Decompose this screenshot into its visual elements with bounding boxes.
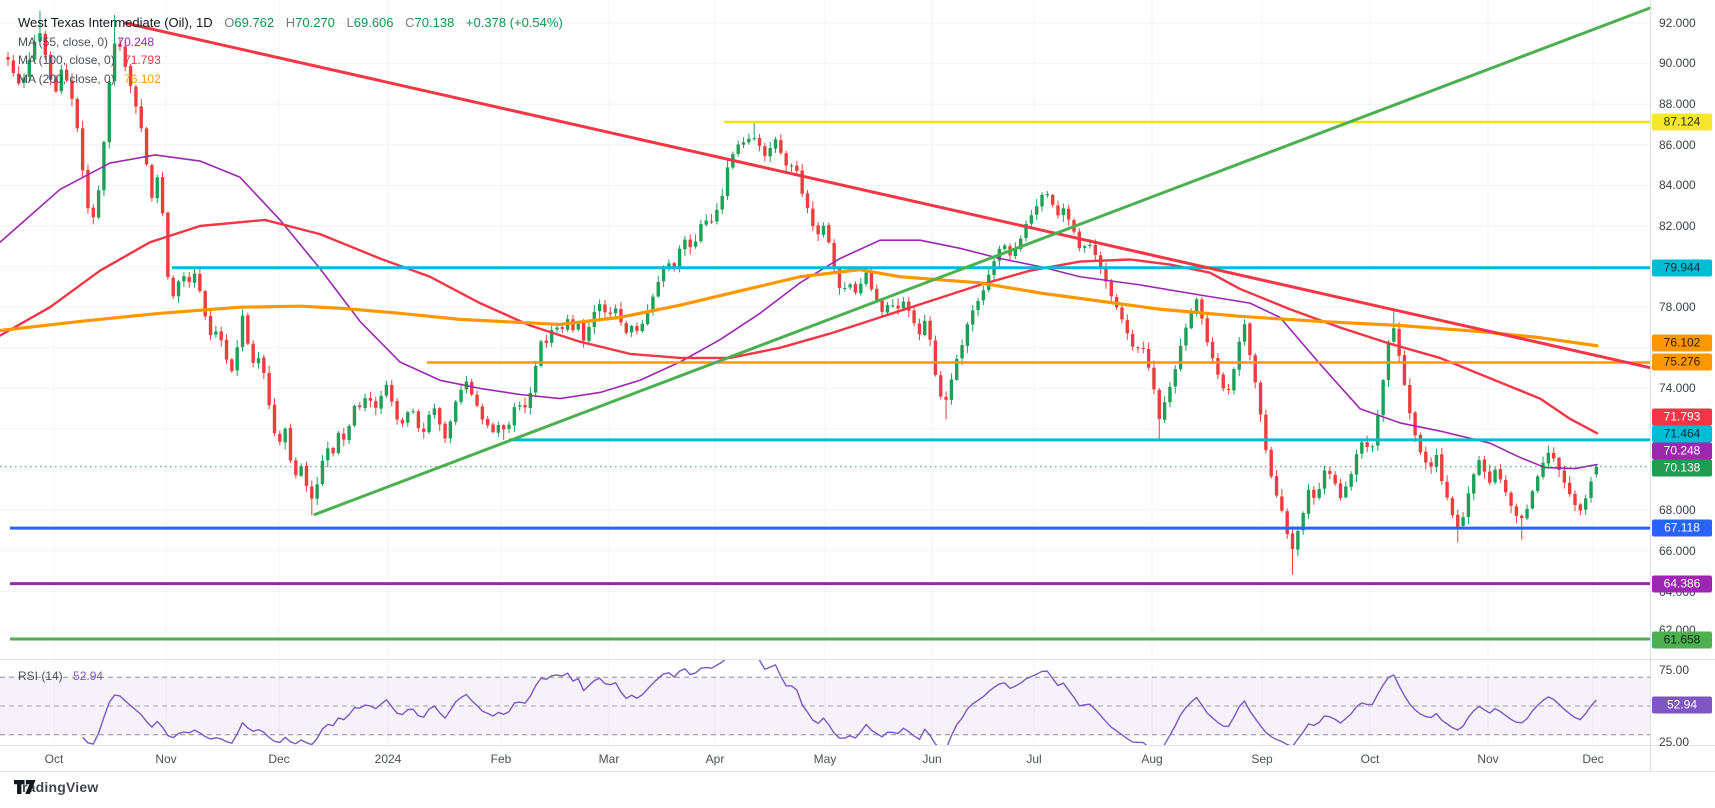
price-axis-separator xyxy=(1650,0,1651,771)
trendline-descending-resistance xyxy=(123,21,1652,370)
price-badge: 87.124 xyxy=(1652,113,1712,131)
open-label: O xyxy=(224,15,235,30)
footer: TradingView xyxy=(14,779,98,795)
price-badge: 71.464 xyxy=(1652,425,1712,443)
rsi-line xyxy=(82,659,1597,745)
close-value: 70.138 xyxy=(414,15,455,30)
price-tick-label: 66.000 xyxy=(1659,544,1696,558)
ma55-label: MA (55, close, 0) xyxy=(18,34,109,49)
time-axis-label: Oct xyxy=(44,752,64,766)
price-tick-label: 86.000 xyxy=(1659,138,1696,152)
ma-legend-row-100[interactable]: MA (100, close, 0) 71.793 xyxy=(18,51,563,70)
price-badge: 70.248 xyxy=(1652,442,1712,460)
time-axis-label: Dec xyxy=(268,752,290,766)
price-badge: 64.386 xyxy=(1652,575,1712,593)
high-value: 70.270 xyxy=(295,15,335,30)
time-axis-label: Sep xyxy=(1251,752,1273,766)
time-axis-label: Nov xyxy=(1477,752,1499,766)
price-tick-label: 75.00 xyxy=(1659,663,1690,677)
trendline-ascending-support xyxy=(313,6,1652,516)
ma200-value: 76.102 xyxy=(124,71,161,86)
time-axis-label: Apr xyxy=(705,752,725,766)
open-value: 69.762 xyxy=(234,15,275,30)
symbol-legend-row[interactable]: West Texas Intermediate (Oil), 1D O69.76… xyxy=(18,14,563,33)
time-axis-separator xyxy=(0,745,1715,746)
ma100-value: 71.793 xyxy=(124,53,161,67)
candlestick-series xyxy=(6,10,1599,575)
brand-text[interactable]: TradingView xyxy=(14,779,99,795)
time-axis-label: Nov xyxy=(155,752,177,766)
price-badge: 52.94 xyxy=(1652,696,1712,714)
ma200-label: MA (200, close, 0) xyxy=(18,71,115,86)
price-badge: 76.102 xyxy=(1652,334,1712,352)
ma-legend-row-200[interactable]: MA (200, close, 0) 76.102 xyxy=(18,70,563,89)
time-axis-label: Jul xyxy=(1026,752,1042,766)
ma-100-line xyxy=(0,218,1599,435)
time-axis-label: Aug xyxy=(1141,752,1163,766)
low-value: 69.606 xyxy=(353,15,394,30)
pane-separator[interactable] xyxy=(0,659,1715,660)
price-badge: 75.276 xyxy=(1652,353,1712,371)
time-axis-label: Oct xyxy=(1360,752,1380,766)
ma100-label: MA (100, close, 0) xyxy=(18,53,115,67)
time-axis-label: Mar xyxy=(598,752,620,766)
change-value: +0.378 (+0.54%) xyxy=(465,15,563,30)
price-badge: 67.118 xyxy=(1652,519,1712,537)
rsi-pane-canvas[interactable] xyxy=(0,659,1715,745)
ma-legend-row-55[interactable]: MA (55, close, 0) 70.248 xyxy=(18,33,563,52)
price-tick-label: 68.000 xyxy=(1659,503,1696,517)
rsi-value: 52.94 xyxy=(73,669,104,683)
price-badge: 71.793 xyxy=(1652,408,1712,426)
price-tick-label: 78.000 xyxy=(1659,300,1696,314)
price-badge: 70.138 xyxy=(1652,459,1712,477)
ma55-value: 70.248 xyxy=(117,34,155,49)
price-tick-label: 88.000 xyxy=(1659,97,1696,111)
time-axis-label: May xyxy=(813,752,837,766)
symbol-title: West Texas Intermediate (Oil), 1D xyxy=(18,15,213,30)
price-pane-canvas[interactable] xyxy=(0,0,1715,659)
price-tick-label: 90.000 xyxy=(1659,56,1696,70)
price-badge: 61.658 xyxy=(1652,631,1712,649)
rsi-legend-row[interactable]: RSI (14) 52.94 xyxy=(18,669,103,683)
price-tick-label: 74.000 xyxy=(1659,381,1696,395)
time-axis-label: 2024 xyxy=(374,752,402,766)
low-label: L xyxy=(346,15,354,30)
price-tick-label: 92.000 xyxy=(1659,16,1696,30)
ma-200-line xyxy=(0,268,1599,348)
close-label: C xyxy=(405,15,415,30)
time-axis-label: Jun xyxy=(922,752,942,766)
price-badge: 79.944 xyxy=(1652,259,1712,277)
rsi-label: RSI (14) xyxy=(18,669,63,683)
tradingview-logo-icon[interactable] xyxy=(14,779,36,795)
chart-bottom-border xyxy=(0,771,1715,772)
time-axis-label: Dec xyxy=(1582,752,1604,766)
high-label: H xyxy=(285,15,296,30)
time-axis-label: Feb xyxy=(490,752,512,766)
price-tick-label: 25.00 xyxy=(1659,735,1690,749)
chart-legend: West Texas Intermediate (Oil), 1D O69.76… xyxy=(18,14,563,88)
price-tick-label: 84.000 xyxy=(1659,178,1696,192)
price-tick-label: 82.000 xyxy=(1659,219,1696,233)
ma-55-line xyxy=(0,154,1598,470)
